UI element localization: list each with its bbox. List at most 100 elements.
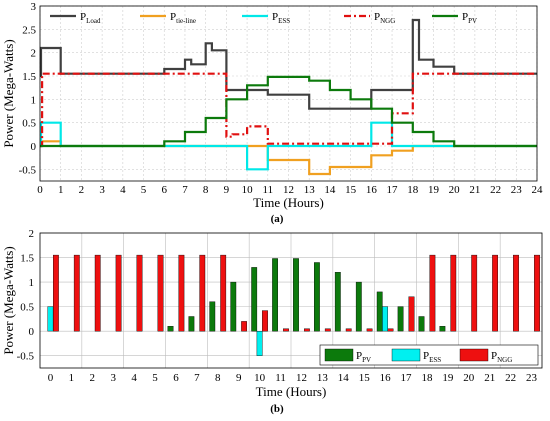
bar-ngg bbox=[220, 254, 227, 332]
x-tick-label: 22 bbox=[490, 184, 501, 196]
bar-pv bbox=[397, 306, 404, 332]
bar-ngg bbox=[262, 310, 268, 332]
y-tick-label: -0.5 bbox=[19, 164, 37, 176]
bar-pv bbox=[439, 326, 446, 332]
y-tick-label: 1 bbox=[31, 94, 37, 106]
x-tick-label: 6 bbox=[162, 184, 168, 196]
x-tick-label: 9 bbox=[236, 372, 242, 384]
bar-pv bbox=[188, 316, 195, 332]
x-tick-label: 15 bbox=[359, 372, 371, 384]
bar-ngg bbox=[534, 254, 540, 332]
y-tick-label: 1.5 bbox=[20, 253, 34, 265]
bar-pv bbox=[209, 301, 216, 332]
x-tick-label: 20 bbox=[463, 372, 475, 384]
y-tick-label: 2 bbox=[31, 48, 37, 60]
y-tick-label: 1 bbox=[29, 277, 35, 289]
x-tick-label: 20 bbox=[449, 184, 461, 196]
x-axis-label-a: Time (Hours) bbox=[253, 195, 324, 210]
y-tick-label: 0.5 bbox=[22, 118, 36, 130]
x-tick-label: 7 bbox=[182, 184, 188, 196]
bar-ngg bbox=[471, 254, 478, 332]
x-tick-label: 12 bbox=[296, 372, 307, 384]
bar-ngg bbox=[387, 328, 394, 332]
x-tick-label: 4 bbox=[120, 184, 126, 196]
legend-label-pv: PPV bbox=[356, 350, 371, 364]
bar-ngg bbox=[429, 254, 436, 332]
bar-ngg bbox=[178, 254, 185, 332]
legend-label-load: PLoad bbox=[80, 11, 101, 25]
legend-swatch-ess bbox=[391, 348, 421, 362]
x-tick-label: 19 bbox=[428, 184, 440, 196]
panel-b: -0.500.511.520 1 2 3 4 5 6 7 8 9 10 11 12 13 14 15 16 17 1… bbox=[1, 228, 543, 415]
y-tick-label: 0.5 bbox=[20, 302, 34, 314]
x-tick-label: 8 bbox=[215, 372, 221, 384]
legend-swatch-pv bbox=[324, 348, 354, 362]
legend-label-ess: PESS bbox=[423, 350, 441, 364]
caption-b: (b) bbox=[270, 403, 284, 415]
legend-label-pv: PPV bbox=[462, 11, 477, 25]
bar-ngg bbox=[241, 321, 247, 332]
bar-ess bbox=[382, 306, 388, 332]
bar-ngg bbox=[73, 254, 80, 332]
x-axis-label-b: Time (Hours) bbox=[256, 384, 327, 399]
x-tick-label: 13 bbox=[304, 184, 316, 196]
y-tick-label: 3 bbox=[31, 1, 37, 13]
series-line-ess bbox=[39, 121, 537, 171]
y-axis-label-b: Power (Mega-Watts) bbox=[1, 246, 16, 354]
bar-ngg bbox=[450, 254, 457, 332]
bar-pv bbox=[334, 272, 341, 332]
bar-pv bbox=[251, 267, 258, 332]
series-line-pv bbox=[40, 75, 537, 148]
y-tick-label: 0 bbox=[29, 326, 35, 338]
bar-ngg bbox=[304, 328, 310, 332]
x-tick-label: 0 bbox=[48, 372, 54, 384]
plot-frame-b bbox=[39, 232, 543, 369]
x-tick-label: 17 bbox=[401, 372, 413, 384]
x-tick-label: 18 bbox=[407, 184, 419, 196]
x-tick-label: 21 bbox=[484, 372, 495, 384]
x-tick-label: 5 bbox=[152, 372, 158, 384]
plot-frame-a bbox=[39, 5, 538, 182]
x-tick-label: 2 bbox=[79, 184, 85, 196]
x-tick-label: 23 bbox=[526, 372, 538, 384]
y-axis-label-a: Power (Mega-Watts) bbox=[1, 39, 16, 147]
legend-b: PPV PESS PNGG bbox=[319, 344, 539, 366]
x-tick-label: 3 bbox=[99, 184, 105, 196]
x-tick-label: 3 bbox=[110, 372, 116, 384]
bar-pv bbox=[272, 258, 278, 332]
bar-ngg bbox=[513, 254, 519, 332]
legend-label-ngg: PNGG bbox=[374, 11, 395, 25]
bar-ngg bbox=[53, 254, 59, 332]
x-tick-label: 16 bbox=[380, 372, 392, 384]
x-tick-label: 12 bbox=[283, 184, 294, 196]
bar-ngg bbox=[324, 328, 331, 332]
x-tick-label: 21 bbox=[469, 184, 480, 196]
x-tick-label: 1 bbox=[69, 372, 75, 384]
x-tick-label: 18 bbox=[421, 372, 433, 384]
x-tick-label: 13 bbox=[317, 372, 329, 384]
x-tick-label: 15 bbox=[345, 184, 357, 196]
x-tick-label: 10 bbox=[254, 372, 266, 384]
x-tick-label: 4 bbox=[131, 372, 137, 384]
legend-label-ngg: PNGG bbox=[491, 350, 512, 364]
x-tick-label: 23 bbox=[511, 184, 523, 196]
bar-pv bbox=[293, 258, 299, 332]
bar-ngg bbox=[345, 328, 352, 332]
legend-label-tie-line: Ptie-line bbox=[170, 11, 196, 25]
x-tick-label: 24 bbox=[532, 184, 544, 196]
x-tick-label: 1 bbox=[58, 184, 64, 196]
bar-ngg bbox=[94, 254, 101, 332]
x-tick-label: 9 bbox=[224, 184, 230, 196]
legend-a: PLoad Ptie-line PESS PNGG PPV bbox=[50, 11, 477, 25]
x-tick-label: 14 bbox=[338, 372, 350, 384]
caption-a: (a) bbox=[271, 213, 284, 225]
bar-pv bbox=[418, 316, 425, 332]
x-tick-label: 5 bbox=[141, 184, 147, 196]
bar-ngg bbox=[136, 254, 143, 332]
bar-ess bbox=[256, 331, 263, 356]
legend-swatch-ngg bbox=[459, 348, 489, 362]
legend-label-ess: PESS bbox=[272, 11, 290, 25]
bar-ngg bbox=[492, 254, 498, 332]
x-tick-label: 7 bbox=[194, 372, 200, 384]
